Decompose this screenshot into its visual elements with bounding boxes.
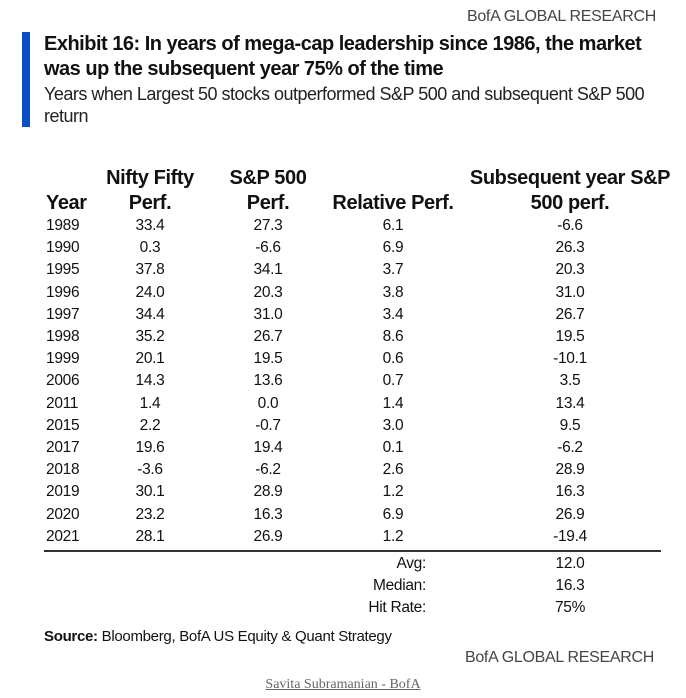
- cell-nifty-fifty: 14.3: [135, 372, 165, 390]
- cell-sp500: 26.9: [253, 527, 283, 545]
- cell-year: 1996: [46, 283, 80, 301]
- cell-relative: 6.1: [382, 217, 404, 234]
- brand-footer: BofA GLOBAL RESEARCH: [464, 649, 654, 666]
- cell-nifty-fifty: 23.2: [135, 505, 165, 523]
- cell-sp500: 34.1: [253, 261, 283, 279]
- cell-subsequent: 26.7: [555, 305, 585, 323]
- source-text: Bloomberg, BofA US Equity & Quant Strate…: [97, 628, 392, 645]
- cell-year: 2015: [46, 416, 80, 434]
- cell-nifty-fifty: 20.1: [135, 350, 165, 368]
- cell-subsequent: 20.3: [555, 261, 585, 279]
- cell-sp500: -6.6: [255, 239, 281, 257]
- column-header-year: Year: [46, 192, 87, 214]
- cell-relative: 1.2: [382, 483, 404, 501]
- cell-nifty-fifty: -3.6: [137, 461, 163, 479]
- cell-subsequent: 28.9: [555, 461, 585, 479]
- summary-value: 12.0: [555, 555, 585, 572]
- column-header-subsequent: Subsequent year S&P: [469, 167, 671, 189]
- cell-subsequent: -19.4: [553, 527, 587, 545]
- exhibit-title: Exhibit 16: In years of mega-cap leaders…: [44, 33, 642, 80]
- table-divider: [44, 550, 661, 552]
- cell-year: 2020: [46, 505, 80, 523]
- cell-relative: 3.7: [382, 261, 404, 279]
- summary-label: Median:: [372, 577, 426, 595]
- credit-link[interactable]: Savita Subramanian - BofA: [265, 677, 421, 692]
- cell-subsequent: 16.3: [555, 483, 585, 501]
- cell-year: 1999: [46, 350, 80, 368]
- exhibit-heading: Exhibit 16: In years of mega-cap leaders…: [22, 32, 672, 127]
- cell-year: 2019: [46, 483, 80, 501]
- cell-relative: 0.6: [382, 350, 404, 368]
- cell-sp500: 20.3: [253, 283, 283, 301]
- brand-header: BofA GLOBAL RESEARCH: [466, 8, 656, 25]
- summary-label: Avg:: [396, 555, 426, 572]
- cell-subsequent: 19.5: [555, 328, 585, 345]
- cell-nifty-fifty: 30.1: [135, 483, 165, 501]
- cell-relative: 8.6: [382, 328, 404, 345]
- column-header-subsequent: 500 perf.: [530, 192, 610, 214]
- cell-year: 2021: [46, 527, 80, 545]
- cell-year: 1989: [46, 217, 80, 234]
- cell-sp500: -6.2: [255, 461, 281, 479]
- summary-value: 16.3: [555, 577, 585, 595]
- cell-nifty-fifty: 1.4: [139, 394, 161, 412]
- cell-year: 2017: [46, 439, 80, 456]
- cell-subsequent: 26.3: [555, 239, 585, 257]
- cell-relative: 0.1: [382, 439, 404, 456]
- cell-subsequent: -6.2: [557, 439, 583, 456]
- cell-nifty-fifty: 0.3: [139, 239, 161, 257]
- cell-relative: 3.8: [382, 283, 404, 301]
- cell-sp500: 19.4: [253, 439, 283, 456]
- cell-sp500: 13.6: [253, 372, 283, 390]
- cell-subsequent: -10.1: [553, 350, 587, 368]
- cell-sp500: 27.3: [253, 217, 283, 234]
- column-header-sp500: S&P 500: [229, 167, 307, 189]
- column-header-relative: Relative Perf.: [332, 192, 454, 214]
- cell-year: 1995: [46, 261, 80, 279]
- cell-relative: 3.0: [382, 416, 404, 434]
- cell-subsequent: -6.6: [557, 217, 583, 234]
- source-note: Source: Bloomberg, BofA US Equity & Quan…: [44, 628, 392, 645]
- column-header-nifty-fifty: Nifty Fifty: [106, 167, 194, 189]
- cell-nifty-fifty: 19.6: [135, 439, 165, 456]
- cell-sp500: 26.7: [253, 328, 283, 345]
- cell-subsequent: 3.5: [559, 372, 581, 390]
- cell-sp500: 31.0: [253, 305, 283, 323]
- cell-relative: 2.6: [382, 461, 404, 479]
- cell-year: 1998: [46, 328, 80, 345]
- source-label: Source:: [44, 628, 98, 645]
- cell-sp500: 28.9: [253, 483, 283, 501]
- exhibit-subtitle: Years when Largest 50 stocks outperforme…: [44, 84, 645, 126]
- cell-nifty-fifty: 37.8: [135, 261, 165, 279]
- cell-nifty-fifty: 35.2: [135, 328, 165, 345]
- cell-nifty-fifty: 34.4: [135, 305, 165, 323]
- cell-subsequent: 31.0: [555, 283, 585, 301]
- column-header-sp500: Perf.: [246, 192, 290, 214]
- cell-relative: 1.4: [382, 394, 404, 412]
- cell-relative: 1.2: [382, 527, 404, 545]
- cell-subsequent: 26.9: [555, 505, 585, 523]
- column-header-nifty-fifty: Perf.: [128, 192, 172, 214]
- cell-year: 2018: [46, 461, 80, 479]
- cell-year: 1990: [46, 239, 80, 257]
- cell-relative: 0.7: [382, 372, 404, 390]
- cell-nifty-fifty: 28.1: [135, 527, 165, 545]
- cell-subsequent: 13.4: [555, 394, 585, 412]
- cell-sp500: -0.7: [255, 416, 281, 434]
- cell-subsequent: 9.5: [559, 416, 581, 434]
- cell-relative: 6.9: [382, 239, 404, 257]
- cell-year: 2011: [46, 394, 79, 412]
- cell-sp500: 16.3: [253, 505, 283, 523]
- cell-nifty-fifty: 2.2: [139, 416, 161, 434]
- cell-relative: 3.4: [382, 305, 404, 323]
- cell-relative: 6.9: [382, 505, 404, 523]
- summary-label: Hit Rate:: [368, 599, 426, 617]
- summary-value: 75%: [554, 599, 586, 617]
- cell-nifty-fifty: 24.0: [135, 283, 165, 301]
- cell-sp500: 19.5: [253, 350, 283, 368]
- cell-year: 1997: [46, 305, 80, 323]
- cell-sp500: 0.0: [257, 394, 279, 412]
- cell-nifty-fifty: 33.4: [135, 217, 165, 234]
- cell-year: 2006: [46, 372, 80, 390]
